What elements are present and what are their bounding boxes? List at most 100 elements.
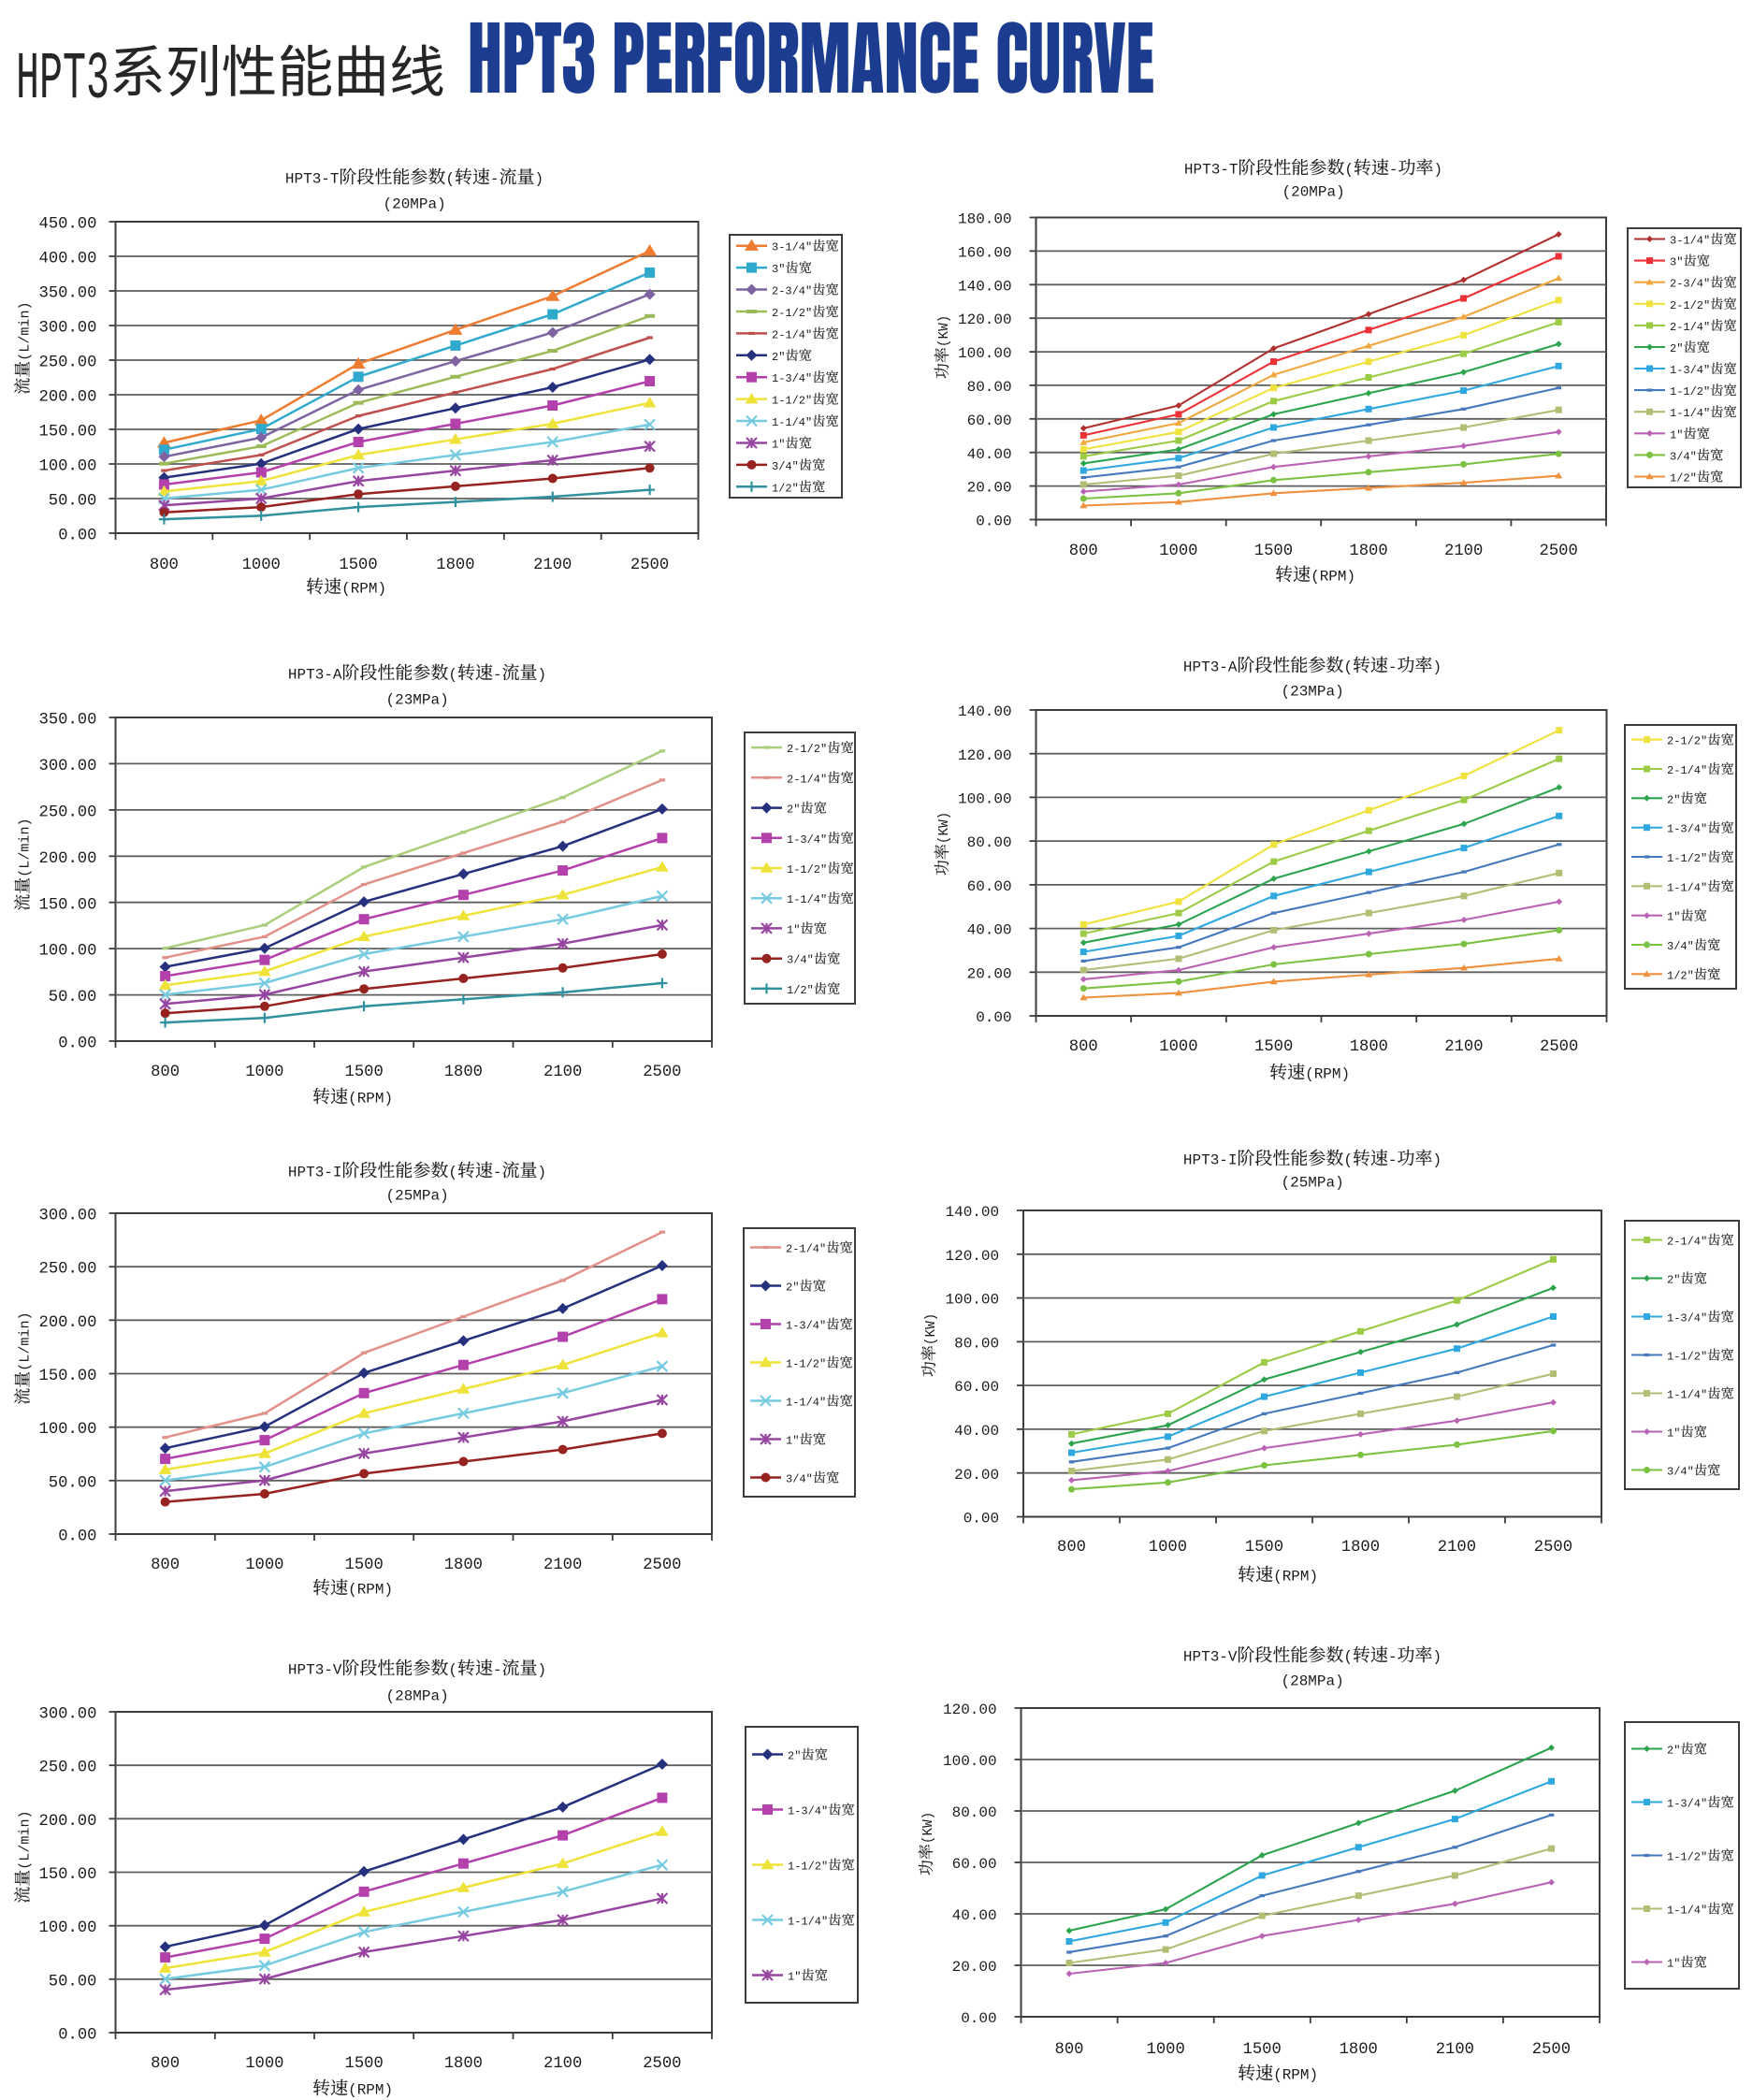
svg-text:1500: 1500 [1245, 1539, 1283, 1557]
svg-text:3/4": 3/4" [1667, 940, 1694, 953]
svg-text:3/4": 3/4" [1667, 1466, 1694, 1479]
svg-text:(: ( [1343, 659, 1353, 676]
svg-text:1-1/2": 1-1/2" [786, 1358, 826, 1371]
svg-text:800: 800 [1069, 543, 1098, 560]
svg-text:180.00: 180.00 [958, 211, 1012, 228]
svg-text:400.00: 400.00 [39, 251, 97, 268]
svg-text:1/2": 1/2" [1667, 969, 1694, 982]
svg-text:50.00: 50.00 [49, 989, 97, 1007]
svg-text:2-1/2": 2-1/2" [1670, 299, 1710, 312]
svg-text:2-1/4": 2-1/4" [786, 1243, 826, 1256]
svg-text:100.00: 100.00 [39, 1919, 97, 1937]
svg-text:1-3/4": 1-3/4" [788, 1805, 828, 1818]
svg-text:20.00: 20.00 [952, 1959, 997, 1976]
svg-text:150.00: 150.00 [39, 1866, 97, 1884]
svg-text:200.00: 200.00 [39, 850, 97, 868]
svg-text:3/4": 3/4" [1670, 450, 1697, 463]
svg-text:0.00: 0.00 [976, 1009, 1011, 1026]
svg-text:-: - [1389, 162, 1398, 179]
svg-text:1000: 1000 [1149, 1539, 1187, 1557]
svg-text:3": 3" [1670, 256, 1683, 269]
svg-text:(20MPa): (20MPa) [384, 196, 446, 213]
svg-text:60.00: 60.00 [954, 1379, 999, 1396]
svg-text:2": 2" [1670, 342, 1683, 355]
svg-text:1-3/4": 1-3/4" [787, 833, 827, 847]
svg-text:1800: 1800 [444, 1064, 483, 1081]
svg-text:): ) [538, 1662, 547, 1679]
svg-text:1-3/4": 1-3/4" [786, 1320, 826, 1333]
svg-text:250.00: 250.00 [39, 804, 97, 821]
svg-text:1/2": 1/2" [1670, 472, 1697, 485]
svg-text:2-1/4": 2-1/4" [1670, 321, 1710, 334]
svg-text:800: 800 [1057, 1539, 1086, 1557]
svg-text:2500: 2500 [1540, 1038, 1578, 1056]
svg-text:1800: 1800 [436, 557, 474, 574]
svg-text:200.00: 200.00 [39, 389, 97, 407]
svg-text:2": 2" [788, 1750, 801, 1763]
svg-text:1500: 1500 [1254, 543, 1293, 560]
svg-text:3/4": 3/4" [786, 1473, 813, 1486]
svg-text:(RPM): (RPM) [1273, 1569, 1318, 1586]
svg-text:2": 2" [1667, 793, 1680, 806]
svg-text:): ) [538, 667, 547, 684]
svg-text:250.00: 250.00 [39, 1261, 97, 1279]
svg-text:1500: 1500 [1254, 1038, 1293, 1056]
svg-text:1-1/4": 1-1/4" [786, 1397, 826, 1410]
svg-text:1500: 1500 [345, 1557, 384, 1574]
svg-text:): ) [1434, 162, 1443, 179]
svg-text:80.00: 80.00 [967, 379, 1012, 396]
svg-text:): ) [538, 1165, 547, 1181]
svg-text:1-1/4": 1-1/4" [772, 416, 812, 429]
svg-text:1-1/4": 1-1/4" [1667, 881, 1707, 894]
svg-text:60.00: 60.00 [967, 878, 1012, 895]
svg-text:1": 1" [1667, 1427, 1680, 1441]
svg-text:2100: 2100 [1436, 2041, 1474, 2059]
svg-text:60.00: 60.00 [967, 413, 1012, 429]
svg-text:(KW): (KW) [937, 315, 952, 347]
svg-text:2-1/2": 2-1/2" [787, 743, 827, 756]
svg-text:(25MPa): (25MPa) [386, 1188, 449, 1205]
svg-text:(L/min): (L/min) [16, 301, 33, 360]
svg-text:300.00: 300.00 [39, 1208, 97, 1225]
svg-text:1800: 1800 [444, 1557, 483, 1574]
svg-text:(RPM): (RPM) [341, 581, 386, 598]
svg-text:1000: 1000 [245, 1064, 283, 1081]
svg-text:-: - [493, 1662, 502, 1679]
svg-text:1-1/2": 1-1/2" [1667, 852, 1707, 865]
svg-text:1-1/2": 1-1/2" [788, 1861, 828, 1874]
svg-text:1800: 1800 [1349, 543, 1387, 560]
svg-text:2500: 2500 [643, 1064, 681, 1081]
svg-text:(: ( [448, 1165, 457, 1181]
svg-text:(23MPa): (23MPa) [1282, 684, 1344, 701]
svg-text:-: - [493, 1165, 502, 1181]
svg-text:(L/min): (L/min) [16, 1810, 33, 1869]
svg-text:2": 2" [1667, 1745, 1680, 1758]
svg-text:80.00: 80.00 [954, 1335, 999, 1352]
svg-text:150.00: 150.00 [39, 1368, 97, 1385]
svg-text:(RPM): (RPM) [348, 1582, 393, 1599]
svg-text:1-1/4": 1-1/4" [1667, 1389, 1707, 1402]
svg-text:800: 800 [150, 557, 179, 574]
svg-text:3": 3" [772, 263, 785, 276]
svg-text:2100: 2100 [543, 2055, 582, 2073]
svg-text:(RPM): (RPM) [348, 2082, 393, 2099]
svg-text:3/4": 3/4" [772, 460, 799, 473]
svg-text:-: - [1388, 659, 1398, 676]
svg-text:): ) [535, 171, 544, 188]
svg-text:100.00: 100.00 [958, 345, 1012, 362]
svg-text:2-3/4": 2-3/4" [772, 285, 812, 298]
svg-text:1500: 1500 [339, 557, 377, 574]
svg-text:2100: 2100 [1444, 1038, 1483, 1056]
svg-text:20.00: 20.00 [967, 965, 1012, 982]
svg-text:80.00: 80.00 [952, 1804, 997, 1821]
svg-text:100.00: 100.00 [39, 1421, 97, 1439]
svg-text:160.00: 160.00 [958, 245, 1012, 262]
svg-text:(25MPa): (25MPa) [1282, 1175, 1344, 1192]
svg-text:(: ( [448, 667, 457, 684]
svg-text:60.00: 60.00 [952, 1856, 997, 1873]
svg-text:1000: 1000 [242, 557, 281, 574]
svg-text:50.00: 50.00 [49, 1474, 97, 1492]
svg-text:2100: 2100 [1444, 543, 1483, 560]
svg-text:140.00: 140.00 [946, 1204, 1000, 1221]
svg-text:1-1/2": 1-1/2" [1667, 1351, 1707, 1364]
